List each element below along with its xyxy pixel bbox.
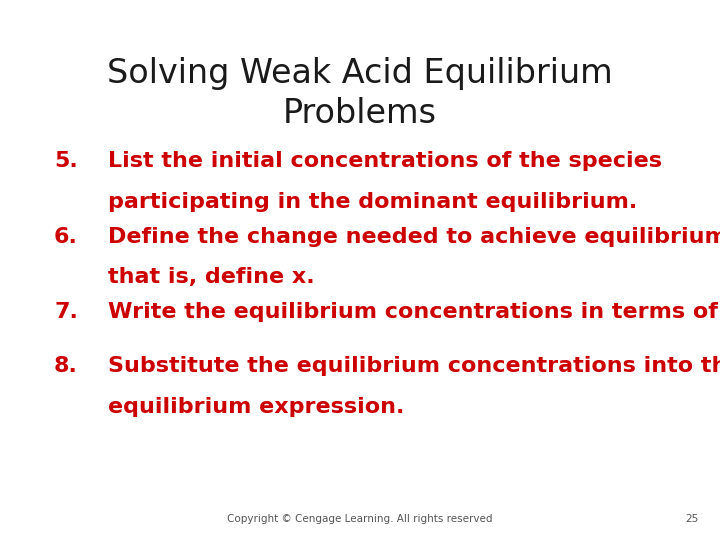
Text: Substitute the equilibrium concentrations into the: Substitute the equilibrium concentration… [108, 356, 720, 376]
Text: Write the equilibrium concentrations in terms of x.: Write the equilibrium concentrations in … [108, 302, 720, 322]
Text: Copyright © Cengage Learning. All rights reserved: Copyright © Cengage Learning. All rights… [228, 514, 492, 524]
Text: 5.: 5. [54, 151, 78, 171]
Text: 8.: 8. [54, 356, 78, 376]
Text: Problems: Problems [283, 97, 437, 130]
Text: 6.: 6. [54, 227, 78, 247]
Text: Define the change needed to achieve equilibrium;: Define the change needed to achieve equi… [108, 227, 720, 247]
Text: equilibrium expression.: equilibrium expression. [108, 397, 405, 417]
Text: that is, define x.: that is, define x. [108, 267, 315, 287]
Text: participating in the dominant equilibrium.: participating in the dominant equilibriu… [108, 192, 637, 212]
Text: List the initial concentrations of the species: List the initial concentrations of the s… [108, 151, 662, 171]
Text: 7.: 7. [54, 302, 78, 322]
Text: 25: 25 [685, 514, 698, 524]
Text: Solving Weak Acid Equilibrium: Solving Weak Acid Equilibrium [107, 57, 613, 90]
